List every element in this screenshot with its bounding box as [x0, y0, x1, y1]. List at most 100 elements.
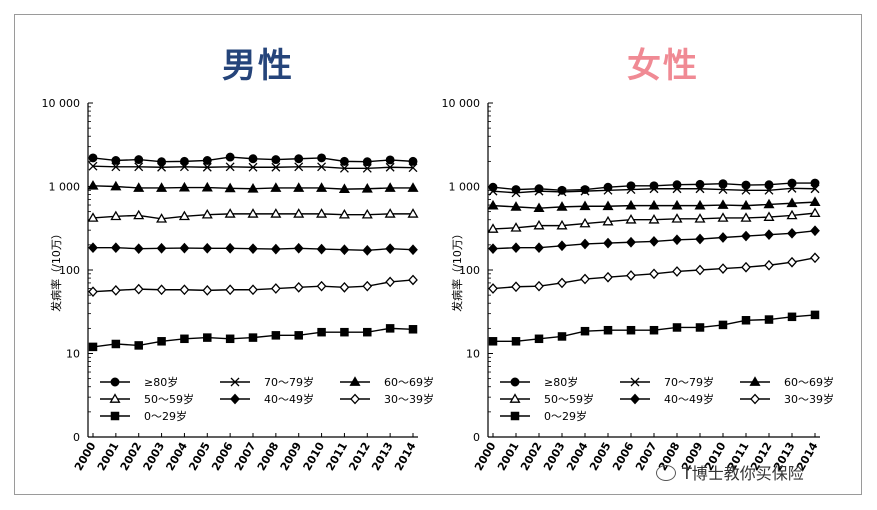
data-point-0-3-2: [133, 209, 145, 220]
data-point-1-5-10: [718, 263, 728, 274]
data-point-1-2-0: [487, 199, 499, 210]
data-point-0-1-13: [385, 162, 395, 172]
legend-marker-0-3: [109, 393, 121, 403]
figure-frame: [14, 14, 862, 495]
data-point-1-0-13: [787, 178, 797, 188]
data-point-0-4-6: [225, 242, 236, 254]
data-point-0-6-11: [340, 327, 349, 337]
data-point-1-2-1: [510, 201, 522, 211]
data-point-0-2-2: [133, 182, 145, 192]
data-point-1-6-14: [810, 310, 820, 320]
data-point-1-2-8: [671, 199, 683, 210]
data-point-0-6-12: [363, 327, 372, 337]
data-point-0-6-10: [317, 327, 326, 337]
x-tick-label-1-4: 2004: [564, 440, 591, 473]
data-point-1-6-1: [511, 337, 521, 346]
data-point-0-0-14: [408, 156, 418, 166]
legend-label-0-2: 60～69岁: [384, 375, 434, 389]
data-point-0-2-1: [110, 180, 122, 191]
data-point-0-0-10: [317, 153, 327, 163]
data-point-0-4-11: [339, 244, 350, 256]
data-point-1-3-0: [487, 223, 499, 233]
x-tick-label-1-1: 2001: [495, 440, 522, 473]
data-point-0-4-10: [316, 243, 327, 255]
data-point-1-2-12: [763, 198, 775, 209]
data-point-0-5-11: [339, 281, 350, 293]
data-point-1-4-5: [603, 237, 613, 249]
data-point-0-4-12: [362, 244, 373, 256]
data-point-1-3-7: [648, 214, 660, 224]
data-point-1-0-6: [626, 181, 636, 191]
data-point-0-5-8: [270, 283, 281, 294]
data-point-0-6-5: [203, 333, 212, 342]
y-tick-label-0-0: 0: [73, 431, 80, 444]
data-point-1-4-6: [626, 236, 636, 248]
data-point-0-5-4: [179, 284, 190, 296]
data-point-0-2-3: [156, 182, 168, 192]
data-point-1-6-4: [580, 326, 590, 336]
data-point-1-1-1: [511, 188, 521, 198]
legend-marker-0-1: [230, 377, 240, 387]
data-point-1-5-7: [649, 268, 659, 280]
data-point-1-1-6: [626, 185, 636, 194]
data-point-0-5-9: [293, 281, 304, 293]
data-point-1-5-8: [672, 266, 682, 277]
x-tick-label-0-3: 2003: [141, 440, 168, 473]
data-point-0-4-0: [88, 242, 98, 254]
data-point-0-0-4: [179, 156, 189, 166]
data-point-0-3-0: [87, 212, 99, 222]
y-tick-label-1-4: 10 000: [442, 97, 481, 110]
legend-label-1-6: 0～29岁: [544, 409, 587, 423]
data-point-0-3-10: [316, 208, 328, 218]
data-point-1-4-14: [810, 225, 820, 237]
data-point-0-3-3: [156, 213, 168, 223]
y-tick-label-0-3: 1 000: [49, 181, 81, 194]
data-point-0-3-12: [361, 208, 373, 219]
data-point-0-5-14: [408, 274, 418, 286]
data-point-0-1-8: [271, 162, 281, 172]
data-point-1-4-8: [672, 234, 682, 246]
data-point-1-1-9: [695, 184, 705, 194]
data-point-1-1-0: [488, 186, 498, 196]
data-point-1-5-9: [695, 264, 705, 276]
data-point-1-0-14: [810, 178, 820, 188]
x-tick-label-0-1: 2001: [95, 440, 122, 473]
data-point-0-6-1: [111, 339, 121, 349]
data-point-1-3-1: [510, 222, 522, 232]
y-tick-label-1-0: 0: [473, 431, 480, 444]
data-point-0-5-5: [202, 285, 213, 296]
legend-marker-1-0: [510, 377, 520, 387]
data-point-1-0-0: [488, 182, 498, 192]
data-point-0-6-2: [134, 341, 143, 350]
data-point-1-6-7: [649, 325, 659, 335]
data-point-0-3-5: [201, 208, 213, 219]
data-point-0-4-7: [248, 243, 258, 255]
data-point-1-3-2: [533, 219, 545, 230]
data-point-0-4-2: [133, 243, 144, 255]
data-point-0-4-4: [179, 242, 190, 254]
y-axis-label-0: 发病率（/10万）: [49, 228, 63, 312]
data-point-0-5-10: [316, 280, 327, 292]
data-point-1-2-14: [809, 196, 821, 206]
data-point-0-0-9: [294, 154, 304, 164]
data-point-1-6-8: [672, 323, 682, 332]
data-point-1-4-11: [741, 230, 751, 242]
data-point-0-1-11: [339, 163, 349, 173]
y-axis-label-1: 发病率（/10万）: [450, 228, 464, 312]
legend-label-0-6: 0～29岁: [144, 409, 187, 423]
data-point-0-3-4: [178, 210, 190, 221]
data-point-0-5-13: [385, 276, 396, 288]
y-tick-label-1-1: 10: [466, 348, 480, 361]
data-point-1-6-10: [718, 320, 728, 330]
data-point-0-2-0: [87, 180, 99, 190]
wechat-icon: [656, 465, 676, 481]
data-point-0-0-3: [157, 157, 167, 167]
data-point-0-1-2: [134, 162, 144, 172]
data-point-0-0-11: [339, 156, 349, 166]
data-point-0-4-14: [408, 244, 418, 256]
data-point-1-4-10: [718, 232, 728, 243]
legend-label-1-3: 50～59岁: [544, 392, 594, 406]
data-point-0-6-6: [225, 334, 235, 344]
data-point-1-2-6: [625, 199, 637, 210]
data-point-0-1-4: [179, 162, 189, 172]
